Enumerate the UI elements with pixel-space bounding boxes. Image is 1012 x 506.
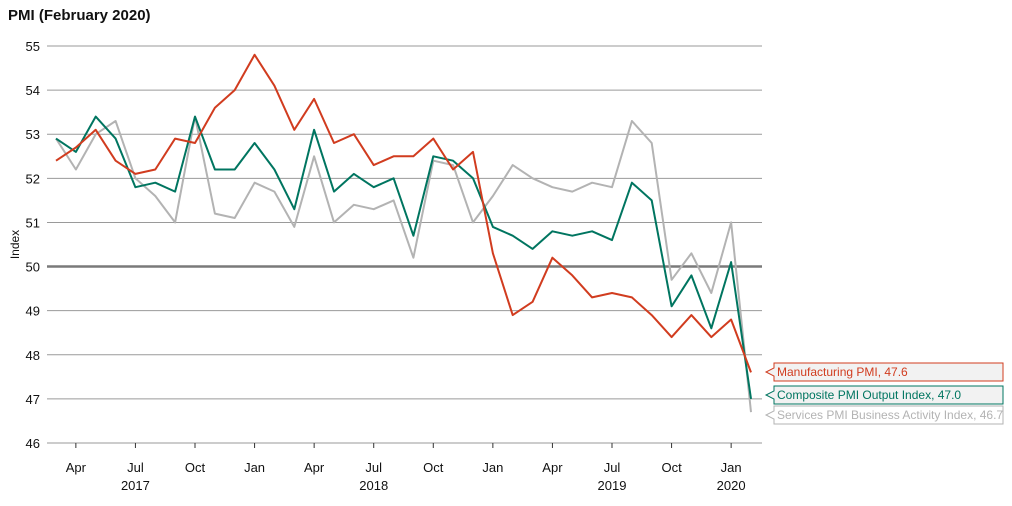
- end-label: Composite PMI Output Index, 47.0: [777, 388, 961, 402]
- x-tick-label: Oct: [423, 460, 444, 475]
- x-tick-label: Jul: [604, 460, 621, 475]
- y-tick-label: 51: [26, 215, 40, 230]
- y-tick-label: 48: [26, 348, 40, 363]
- x-tick-label: Oct: [185, 460, 206, 475]
- x-tick-label: Jul: [365, 460, 382, 475]
- x-tick-label: Apr: [542, 460, 563, 475]
- y-tick-label: 49: [26, 304, 40, 319]
- x-tick-label: Oct: [661, 460, 682, 475]
- end-label: Manufacturing PMI, 47.6: [777, 365, 908, 379]
- end-label: Services PMI Business Activity Index, 46…: [777, 408, 1003, 422]
- end-label-box: [764, 405, 1004, 425]
- series-line-composite-pmi-output-index: [55, 115, 752, 400]
- series-line-manufacturing-pmi: [55, 53, 752, 373]
- year-label: 2020: [717, 478, 746, 493]
- series-line-services-pmi-business-activity-index: [55, 115, 752, 413]
- year-label: 2019: [598, 478, 627, 493]
- y-tick-label: 47: [26, 392, 40, 407]
- y-tick-label: 52: [26, 171, 40, 186]
- chart-title: PMI (February 2020): [8, 7, 151, 24]
- x-tick-label: Jul: [127, 460, 144, 475]
- y-tick-label: 55: [26, 39, 40, 54]
- y-tick-label: 53: [26, 127, 40, 142]
- x-tick-label: Apr: [66, 460, 87, 475]
- x-tick-label: Apr: [304, 460, 325, 475]
- y-axis-label: Index: [8, 230, 22, 259]
- year-label: 2017: [121, 478, 150, 493]
- x-tick-label: Jan: [482, 460, 503, 475]
- year-label: 2018: [359, 478, 388, 493]
- y-tick-label: 46: [26, 436, 40, 451]
- y-tick-label: 50: [26, 260, 40, 275]
- end-label-box: [764, 385, 1004, 405]
- x-tick-label: Jan: [244, 460, 265, 475]
- x-tick-label: Jan: [721, 460, 742, 475]
- y-tick-label: 54: [26, 83, 40, 98]
- end-label-box: [764, 362, 1004, 382]
